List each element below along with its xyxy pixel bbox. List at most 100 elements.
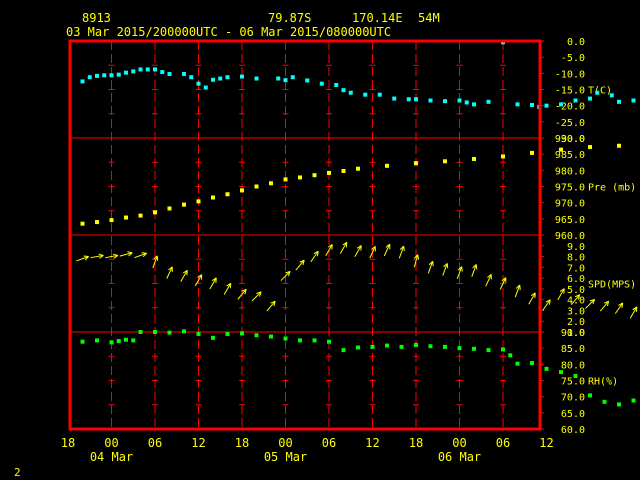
y-tick-label: 975.0 [555, 183, 585, 194]
time-range: 03 Mar 2015/200000UTC - 06 Mar 2015/0800… [66, 25, 391, 39]
wind-arrow-shaft [599, 300, 610, 312]
wind-arrow-shaft [629, 306, 638, 319]
humidity-point [399, 344, 404, 349]
pressure-point [501, 154, 505, 159]
temperature-point [573, 98, 578, 103]
plot-frame [68, 39, 542, 431]
wind-arrow [223, 282, 232, 295]
temperature-point [443, 99, 447, 104]
wind-arrow [134, 252, 147, 259]
pressure-point [109, 218, 114, 223]
humidity-point [116, 339, 121, 344]
humidity-point [298, 338, 302, 343]
wind-arrow-head [98, 253, 104, 256]
temperature-point [617, 99, 621, 104]
y-tick-label: 85.0 [561, 344, 585, 355]
panel-labels: T(C) Pre (mb) SPD(MPS) RH(%) [588, 86, 636, 388]
wind-arrow-head [457, 266, 463, 271]
wind-arrow-head [128, 252, 133, 257]
humidity-point [131, 338, 136, 343]
pressure-point [588, 145, 592, 150]
temperature-point [218, 76, 223, 81]
x-tick-label: 06 [148, 436, 162, 450]
temperature-point [428, 98, 433, 103]
wind-arrow [413, 254, 420, 268]
wind-arrow-head [273, 301, 276, 307]
wind-arrow-head [399, 245, 405, 250]
page-number: 2 [14, 466, 21, 479]
wind-arrow [442, 263, 449, 276]
wind-arrow [76, 255, 89, 262]
humidity-series [80, 329, 636, 407]
y-tick-label: 60.0 [561, 425, 585, 436]
wind-arrow-head [592, 299, 596, 305]
pressure-point [385, 163, 389, 168]
humidity-point [617, 402, 621, 407]
humidity-point [370, 344, 375, 349]
humidity-point [124, 337, 128, 342]
temperature-point [87, 75, 92, 80]
humidity-point [457, 346, 462, 351]
y-tick-label: 965.0 [555, 215, 585, 226]
wind-arrow-head [603, 300, 609, 304]
wind-arrow [105, 253, 119, 259]
x-tick-label: 18 [235, 436, 249, 450]
humidity-point [631, 398, 636, 403]
wind-arrow-head [487, 273, 492, 278]
wind-arrow-head [574, 294, 580, 298]
wind-arrow [325, 244, 333, 256]
pressure-point [298, 175, 302, 180]
wind-arrow [383, 243, 391, 257]
wind-arrow-head [428, 260, 434, 266]
wind-arrow [599, 300, 610, 312]
wind-arrow-shaft [119, 252, 133, 257]
pressure-point [240, 188, 244, 193]
wind-arrow-shaft [251, 291, 262, 302]
wind-arrow-head [559, 288, 565, 292]
wind-arrow [180, 269, 188, 282]
wind-arrow-head [84, 256, 89, 261]
wind-arrow [585, 298, 596, 309]
humidity-point [443, 344, 447, 349]
temperature-point [486, 99, 491, 104]
wind-arrow-head [182, 269, 188, 274]
wind-arrow-shaft [76, 256, 89, 262]
x-axis-tick-labels: 18 00 06 12 18 00 06 12 18 00 06 12 04 Mar 05 Mar 06 M… [61, 436, 554, 464]
y-tick-label: 960.0 [555, 231, 585, 242]
humidity-point [240, 331, 244, 336]
y-tick-label: -25.0 [555, 118, 585, 129]
wind-arrow-shaft [499, 277, 507, 290]
humidity-point [486, 348, 491, 353]
wind-arrow-head [577, 294, 581, 300]
wind-arrow-head [342, 241, 348, 246]
wind-arrow-head [446, 263, 449, 269]
temperature-point [182, 71, 186, 76]
x-tick-label: 06 [322, 436, 336, 450]
humidity-point [95, 338, 99, 343]
panel-label: T(C) [588, 86, 612, 97]
wind-arrow [194, 274, 203, 287]
wind-arrow-head [548, 299, 551, 305]
wind-arrow [471, 264, 478, 277]
wind-arrow-shaft [369, 246, 376, 259]
temperature-point [305, 78, 310, 83]
humidity-point [414, 342, 418, 347]
wind-arrow-head [371, 245, 376, 250]
temperature-point [457, 98, 462, 103]
temperature-point [189, 75, 194, 80]
wind-arrow-head [302, 260, 305, 266]
wind-arrow-shaft [180, 270, 188, 282]
wind-arrow-head [168, 266, 173, 271]
wind-arrow [354, 245, 362, 258]
wind-arrow [209, 277, 217, 290]
temperature-point [515, 102, 520, 107]
x-tick-label: 00 [104, 436, 118, 450]
wind-arrow-head [417, 254, 420, 260]
temperature-point [203, 85, 208, 90]
wind-arrow-shaft [614, 302, 624, 314]
y-tick-label: 980.0 [555, 166, 585, 177]
humidity-point [508, 353, 513, 358]
pressure-point [124, 215, 128, 220]
humidity-point [559, 370, 563, 375]
